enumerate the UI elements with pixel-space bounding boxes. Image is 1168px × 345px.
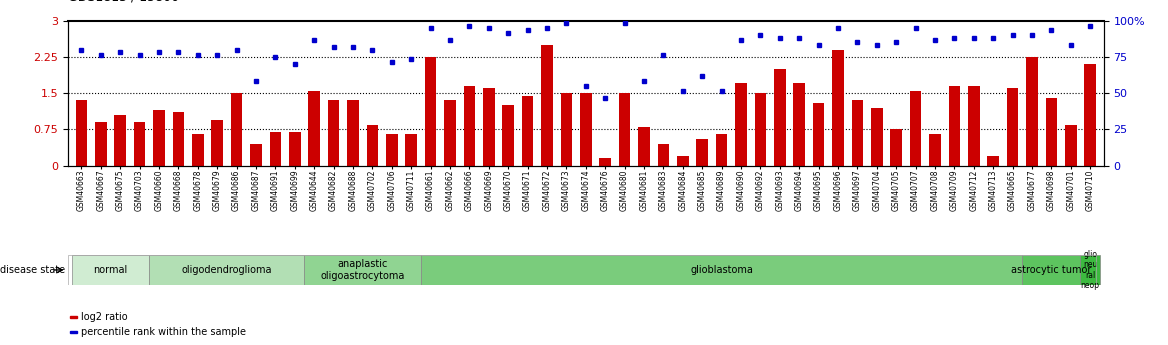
Bar bbox=[405, 134, 417, 166]
Bar bbox=[70, 331, 77, 333]
Bar bbox=[211, 120, 223, 166]
Text: glio
neu
ral
neop: glio neu ral neop bbox=[1080, 250, 1100, 290]
Bar bbox=[1084, 64, 1096, 166]
Bar bbox=[173, 112, 185, 166]
Text: log2 ratio: log2 ratio bbox=[81, 312, 127, 322]
Bar bbox=[716, 134, 728, 166]
Bar bbox=[270, 132, 281, 166]
Bar bbox=[288, 132, 300, 166]
Text: oligodendroglioma: oligodendroglioma bbox=[181, 265, 272, 275]
Text: glioblastoma: glioblastoma bbox=[690, 265, 753, 275]
Bar bbox=[114, 115, 126, 166]
Bar bbox=[561, 93, 572, 166]
Bar bbox=[930, 134, 940, 166]
Bar bbox=[425, 57, 437, 166]
Bar bbox=[482, 88, 494, 166]
Bar bbox=[308, 91, 320, 166]
Bar bbox=[95, 122, 106, 166]
Bar bbox=[851, 100, 863, 166]
Bar bbox=[76, 100, 88, 166]
Text: anaplastic
oligoastrocytoma: anaplastic oligoastrocytoma bbox=[320, 259, 405, 281]
Text: percentile rank within the sample: percentile rank within the sample bbox=[81, 327, 245, 337]
Bar bbox=[968, 86, 980, 166]
Bar bbox=[385, 134, 397, 166]
Bar bbox=[910, 91, 922, 166]
Bar bbox=[522, 96, 534, 166]
Bar bbox=[735, 83, 746, 166]
Bar bbox=[619, 93, 631, 166]
Bar bbox=[192, 134, 203, 166]
Bar bbox=[658, 144, 669, 166]
Bar bbox=[638, 127, 649, 166]
Bar bbox=[541, 45, 552, 166]
Bar bbox=[871, 108, 883, 166]
Bar bbox=[420, 255, 1022, 285]
Bar bbox=[153, 110, 165, 166]
Bar bbox=[328, 100, 340, 166]
Bar bbox=[755, 93, 766, 166]
Bar bbox=[150, 255, 305, 285]
Bar bbox=[133, 122, 145, 166]
Bar bbox=[599, 158, 611, 166]
Bar bbox=[231, 93, 242, 166]
Bar bbox=[367, 125, 378, 166]
Bar bbox=[464, 86, 475, 166]
Bar bbox=[1022, 255, 1080, 285]
Bar bbox=[444, 100, 456, 166]
Text: disease state: disease state bbox=[0, 265, 65, 275]
Bar bbox=[793, 83, 805, 166]
Bar bbox=[70, 316, 77, 318]
Bar bbox=[677, 156, 689, 166]
Bar bbox=[502, 105, 514, 166]
Bar bbox=[1027, 57, 1038, 166]
Bar bbox=[1045, 98, 1057, 166]
Bar bbox=[71, 255, 150, 285]
Bar bbox=[580, 93, 591, 166]
Bar bbox=[250, 144, 262, 166]
Bar bbox=[1065, 125, 1077, 166]
Bar bbox=[774, 69, 786, 166]
Bar bbox=[305, 255, 420, 285]
Bar bbox=[832, 50, 843, 166]
Text: normal: normal bbox=[93, 265, 127, 275]
Bar bbox=[813, 103, 825, 166]
Bar bbox=[1007, 88, 1018, 166]
Bar bbox=[347, 100, 359, 166]
Text: astrocytic tumor: astrocytic tumor bbox=[1011, 265, 1092, 275]
Bar bbox=[696, 139, 708, 166]
Bar bbox=[1080, 255, 1100, 285]
Bar bbox=[987, 156, 999, 166]
Bar bbox=[890, 129, 902, 166]
Bar bbox=[948, 86, 960, 166]
Text: GDS1813 / 15800: GDS1813 / 15800 bbox=[68, 0, 179, 3]
